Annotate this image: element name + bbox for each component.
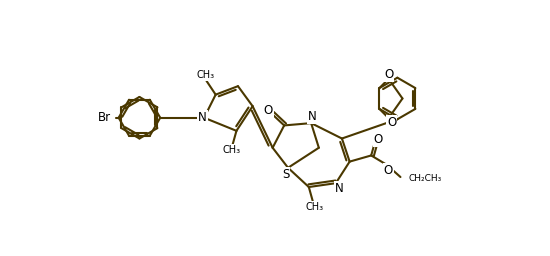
Text: CH₃: CH₃: [223, 145, 241, 155]
Text: Br: Br: [98, 111, 111, 124]
Text: N: N: [198, 111, 207, 124]
Text: O: O: [387, 116, 397, 129]
Text: O: O: [263, 104, 273, 117]
Text: O: O: [384, 68, 393, 81]
Text: CH₃: CH₃: [196, 70, 214, 80]
Text: N: N: [336, 182, 344, 195]
Text: CH₃: CH₃: [305, 202, 323, 212]
Text: N: N: [309, 110, 317, 123]
Text: S: S: [282, 168, 289, 181]
Text: O: O: [373, 133, 383, 146]
Text: O: O: [383, 164, 393, 177]
Text: CH₂CH₃: CH₂CH₃: [408, 174, 442, 183]
